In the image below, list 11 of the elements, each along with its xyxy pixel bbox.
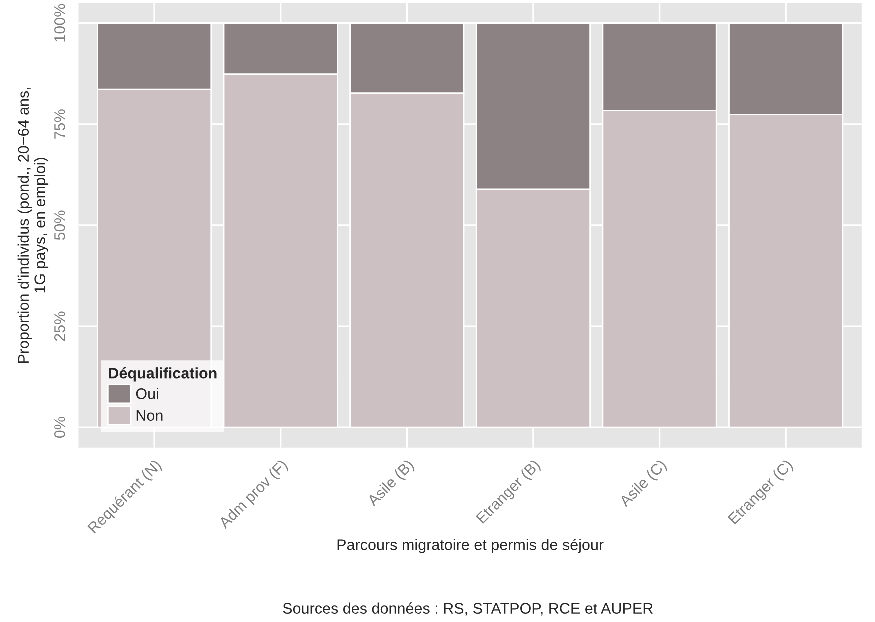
y-tick-label: 100% — [54, 4, 66, 42]
source-note: Sources des données : RS, STATPOP, RCE et AUPER — [283, 602, 653, 616]
y-tick-label: 50% — [54, 210, 66, 240]
legend-label: Non — [136, 410, 163, 422]
legend-label: Oui — [136, 388, 158, 400]
y-tick-label: 75% — [54, 110, 66, 139]
y-axis-title: Proportion d'individus (pond., 20−64 ans, 1G pays, en emploi) — [18, 88, 49, 364]
x-axis-title: Parcours migratoire et permis de séjour — [338, 539, 604, 554]
y-tick-label: 0% — [54, 417, 66, 438]
y-tick-label: 25% — [54, 312, 66, 342]
legend-title: Déqualification — [109, 367, 217, 382]
